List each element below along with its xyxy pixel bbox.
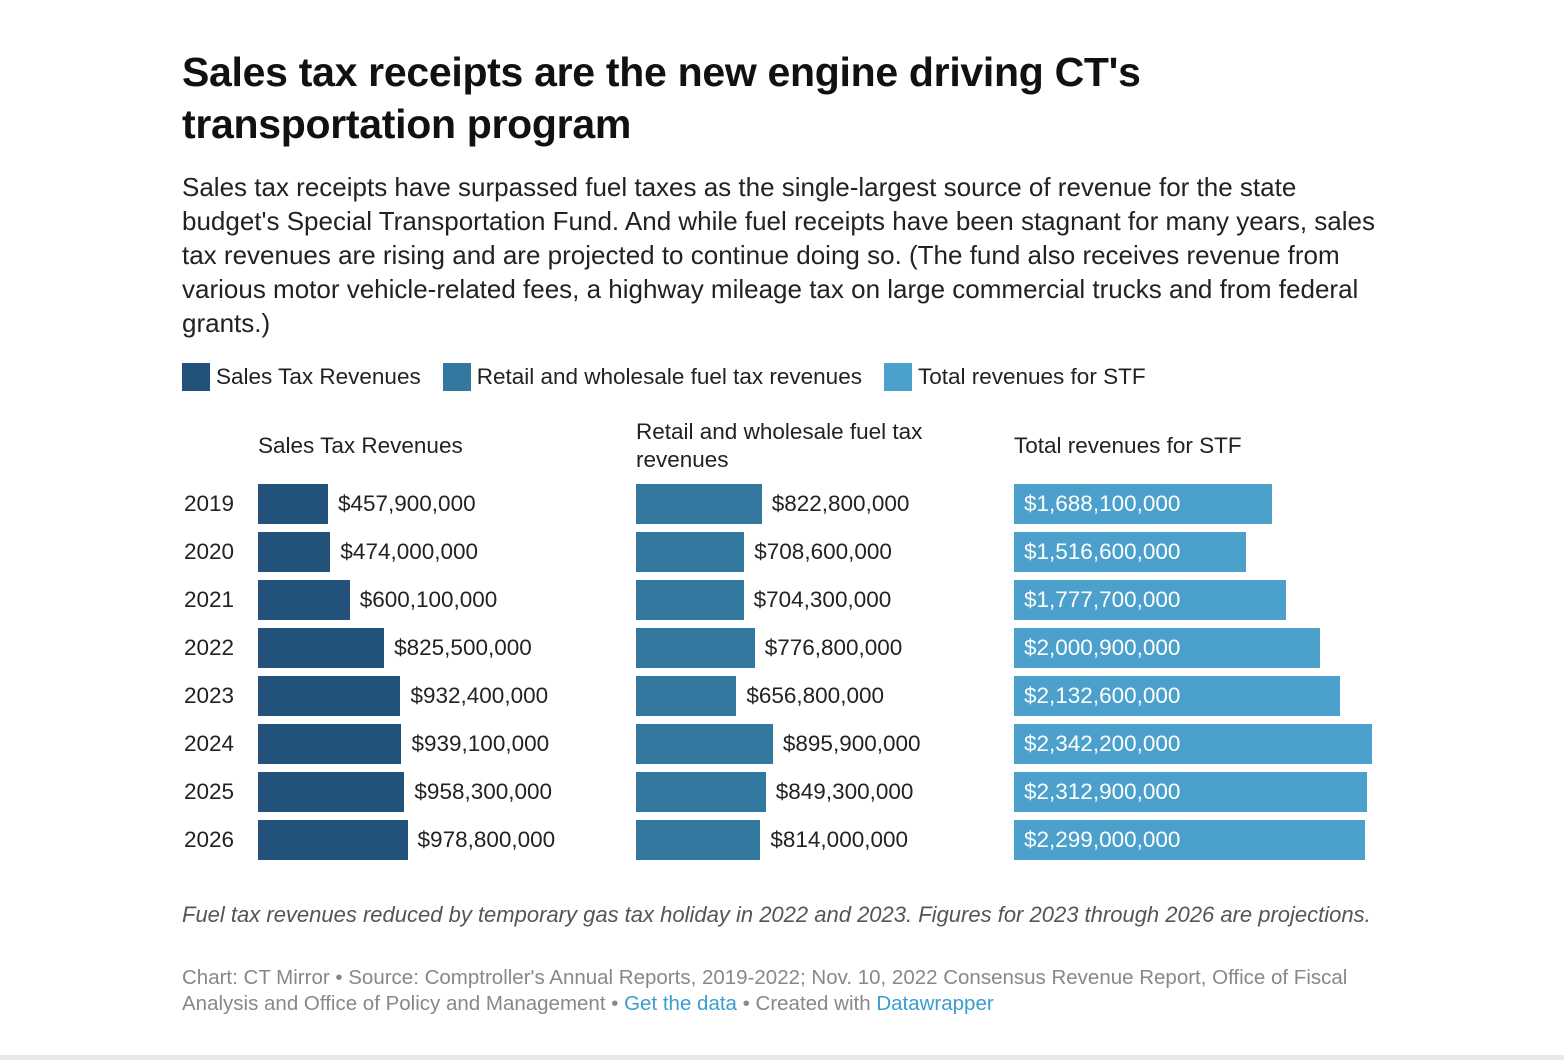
year-label: 2019: [184, 491, 235, 516]
legend-swatch: [182, 363, 210, 391]
value-label-fuel-tax-2023: $656,800,000: [746, 683, 884, 708]
value-label-total-2019: $1,688,100,000: [1024, 491, 1181, 516]
value-label-total-2023: $2,132,600,000: [1024, 683, 1181, 708]
bar-fuel-tax-2026: [636, 820, 761, 860]
bar-sales-tax-2024: [258, 724, 402, 764]
value-label-total-2021: $1,777,700,000: [1024, 587, 1181, 612]
value-label-sales-tax-2020: $474,000,000: [340, 539, 479, 564]
bar-fuel-tax-2021: [636, 580, 744, 620]
value-label-total-2020: $1,516,600,000: [1024, 539, 1181, 564]
year-label: 2022: [184, 635, 235, 660]
bar-total-2019: [1014, 484, 1272, 524]
value-label-fuel-tax-2026: $814,000,000: [770, 827, 909, 852]
value-label-fuel-tax-2025: $849,300,000: [775, 779, 914, 804]
bar-total-2023: [1014, 676, 1340, 716]
bar-fuel-tax-2025: [636, 772, 766, 812]
bar-sales-tax-2025: [258, 772, 405, 812]
value-label-total-2024: $2,342,200,000: [1024, 731, 1181, 756]
value-label-total-2022: $2,000,900,000: [1024, 635, 1181, 660]
legend-swatch: [883, 363, 912, 391]
legend-item-sales-tax: Sales Tax Revenues: [182, 363, 421, 391]
value-label-fuel-tax-2021: $704,300,000: [753, 587, 892, 612]
year-label: 2024: [184, 731, 235, 756]
value-label-sales-tax-2022: $825,500,000: [394, 635, 532, 660]
value-label-sales-tax-2019: $457,900,000: [337, 491, 476, 516]
bar-fuel-tax-2019: [636, 484, 762, 524]
year-label: 2025: [184, 779, 235, 804]
column-header-total: Total revenues for STF: [1014, 433, 1242, 458]
created-with-text: • Created with: [736, 992, 877, 1015]
legend-label: Retail and wholesale fuel tax revenues: [476, 364, 862, 389]
year-label: 2020: [184, 539, 235, 564]
column-header-sales-tax: Sales Tax Revenues: [258, 433, 463, 458]
legend-item-total: Total revenues for STF: [883, 363, 1146, 391]
datawrapper-link[interactable]: Datawrapper: [876, 992, 994, 1015]
value-label-fuel-tax-2022: $776,800,000: [764, 635, 903, 660]
value-label-sales-tax-2026: $978,800,000: [417, 827, 556, 852]
legend-swatch: [442, 363, 471, 391]
value-label-sales-tax-2025: $958,300,000: [414, 779, 553, 804]
legend-item-fuel-tax: Retail and wholesale fuel tax revenues: [442, 363, 862, 391]
bar-fuel-tax-2020: [636, 532, 745, 572]
bar-sales-tax-2021: [258, 580, 350, 620]
bar-sales-tax-2026: [258, 820, 408, 860]
bar-total-2026: [1014, 820, 1366, 860]
bar-sales-tax-2022: [258, 628, 385, 668]
bar-total-2025: [1014, 772, 1368, 812]
chart-title: Sales tax receipts are the new engine dr…: [182, 49, 1141, 147]
bar-total-2020: [1014, 532, 1246, 572]
bar-total-2021: [1014, 580, 1286, 620]
bar-fuel-tax-2023: [636, 676, 737, 716]
separator: •: [605, 992, 625, 1015]
source-text: Chart: CT Mirror • Source: Comptroller's…: [182, 966, 1348, 1015]
legend-label: Sales Tax Revenues: [216, 364, 421, 389]
chart-description: Sales tax receipts have surpassed fuel t…: [182, 172, 1376, 338]
legend: Sales Tax Revenues Retail and wholesale …: [182, 363, 1146, 391]
value-label-total-2025: $2,312,900,000: [1024, 779, 1181, 804]
value-label-fuel-tax-2024: $895,900,000: [782, 731, 921, 756]
value-label-total-2026: $2,299,000,000: [1024, 827, 1181, 852]
value-label-sales-tax-2024: $939,100,000: [411, 731, 550, 756]
year-label: 2023: [184, 683, 235, 708]
column-header-fuel-tax: Retail and wholesale fuel tax revenues: [636, 419, 923, 472]
bar-fuel-tax-2022: [636, 628, 755, 668]
value-label-sales-tax-2023: $932,400,000: [410, 683, 549, 708]
bar-sales-tax-2019: [258, 484, 328, 524]
value-label-fuel-tax-2019: $822,800,000: [771, 491, 910, 516]
year-label: 2021: [184, 587, 235, 612]
bar-total-2022: [1014, 628, 1320, 668]
get-the-data-link[interactable]: Get the data: [624, 992, 737, 1015]
bar-total-2024: [1014, 724, 1372, 764]
bar-sales-tax-2023: [258, 676, 401, 716]
bottom-border: [0, 1055, 1564, 1060]
chart-note: Fuel tax revenues reduced by temporary g…: [182, 902, 1371, 927]
legend-label: Total revenues for STF: [917, 364, 1146, 389]
value-label-sales-tax-2021: $600,100,000: [359, 587, 498, 612]
year-label: 2026: [184, 827, 235, 852]
bar-sales-tax-2020: [258, 532, 331, 572]
bar-fuel-tax-2024: [636, 724, 773, 764]
value-label-fuel-tax-2020: $708,600,000: [754, 539, 892, 564]
chart-footer: Chart: CT Mirror • Source: Comptroller's…: [182, 965, 1402, 1017]
